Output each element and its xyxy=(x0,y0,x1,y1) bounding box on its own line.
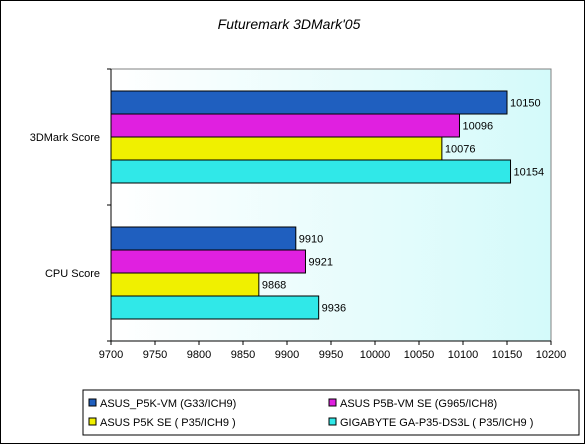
x-tick-label: 9900 xyxy=(275,349,299,361)
legend-box xyxy=(82,389,580,436)
chart-title: Futuremark 3DMark'05 xyxy=(218,16,361,32)
x-tick-label: 10200 xyxy=(536,349,567,361)
legend-label: ASUS P5K SE ( P35/ICH9 ) xyxy=(100,417,236,429)
category-label: CPU Score xyxy=(45,268,100,280)
data-label: 9868 xyxy=(262,280,286,292)
bars: 10150 10096 10076 10154 9910 9921 9868 9936 xyxy=(110,90,545,320)
data-label: 10076 xyxy=(445,144,476,156)
x-tick-label: 9750 xyxy=(143,349,167,361)
x-tick-label: 9800 xyxy=(187,349,211,361)
bar xyxy=(110,113,460,138)
legend-label: ASUS_P5K-VM (G33/ICH9) xyxy=(100,398,236,410)
bar xyxy=(110,159,512,184)
bar xyxy=(110,249,306,274)
x-tick-label: 10100 xyxy=(448,349,479,361)
legend-label: GIGABYTE GA-P35-DS3L ( P35/ICH9 ) xyxy=(340,417,533,429)
x-tick-label: 9700 xyxy=(99,349,123,361)
data-label: 10096 xyxy=(462,121,493,133)
data-label: 9936 xyxy=(322,303,346,315)
legend-swatch xyxy=(328,398,337,407)
bar xyxy=(110,295,320,320)
legend-swatch xyxy=(88,398,97,407)
data-label: 9910 xyxy=(299,234,323,246)
bar xyxy=(110,272,260,297)
legend: ASUS_P5K-VM (G33/ICH9) ASUS P5B-VM SE (G9… xyxy=(82,389,580,436)
bar xyxy=(110,136,443,161)
legend-swatch xyxy=(88,417,97,426)
x-tick-label: 9850 xyxy=(231,349,255,361)
data-label: 9921 xyxy=(308,257,332,269)
x-tick-label: 10150 xyxy=(492,349,523,361)
x-tick-label: 10050 xyxy=(404,349,435,361)
x-tick-label: 9950 xyxy=(319,349,343,361)
legend-label: ASUS P5B-VM SE (G965/ICH8) xyxy=(340,398,497,410)
legend-swatch xyxy=(328,417,337,426)
x-tick-label: 10000 xyxy=(360,349,391,361)
bar xyxy=(110,90,508,115)
category-label: 3DMark Score xyxy=(30,132,100,144)
axes: 3DMark Score CPU Score 9700 9750 9800 9850 990… xyxy=(30,68,567,361)
bar xyxy=(110,226,297,251)
data-label: 10150 xyxy=(510,98,541,110)
data-label: 10154 xyxy=(514,167,545,179)
